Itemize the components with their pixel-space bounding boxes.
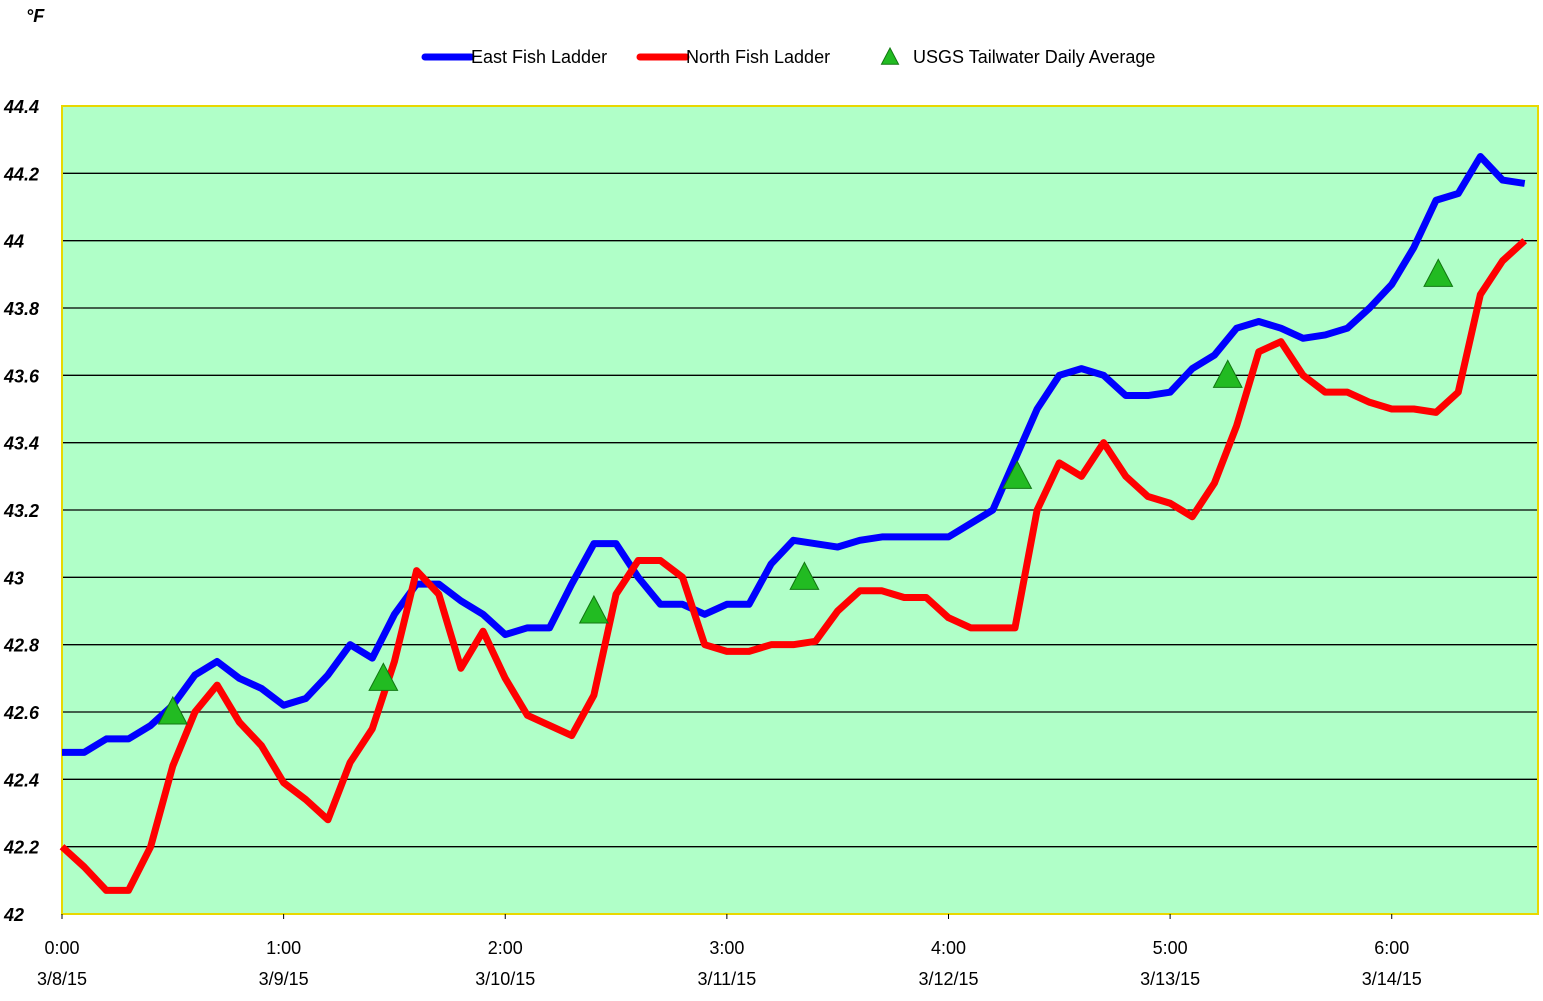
y-tick-label: 44 xyxy=(3,232,24,252)
y-tick-label: 43.6 xyxy=(3,366,40,386)
y-tick-label: 42 xyxy=(3,905,24,925)
marker xyxy=(1212,359,1243,388)
marker xyxy=(368,662,399,691)
legend-label: USGS Tailwater Daily Average xyxy=(913,47,1155,67)
x-tick-label: 1:00 3/9/15 xyxy=(259,938,309,989)
y-tick-label: 44.4 xyxy=(3,97,39,117)
y-tick-label: 44.2 xyxy=(3,164,39,184)
x-tick-label: 4:00 3/12/15 xyxy=(918,938,978,989)
marker xyxy=(1002,460,1033,489)
x-tick-label: 0:00 3/8/15 xyxy=(37,938,87,989)
x-tick-label: 2:00 3/10/15 xyxy=(475,938,535,989)
legend-marker xyxy=(880,46,900,65)
line xyxy=(62,153,1526,756)
y-tick-label: 42.4 xyxy=(3,770,39,790)
y-tick-label: 43 xyxy=(3,568,24,588)
marker xyxy=(789,561,820,590)
line xyxy=(59,238,1528,894)
plot-border xyxy=(61,105,1539,915)
marker xyxy=(578,594,609,624)
x-tick-label: 3:00 3/11/15 xyxy=(697,938,756,989)
y-tick-label: 42.2 xyxy=(3,838,39,858)
legend-label: East Fish Ladder xyxy=(471,47,607,67)
y-tick-label: 43.8 xyxy=(3,299,39,319)
y-tick-label: 43.4 xyxy=(3,434,39,454)
x-tick-label: 6:00 3/14/15 xyxy=(1362,938,1422,989)
y-tick-label: 42.8 xyxy=(3,636,39,656)
y-tick-label: 42.6 xyxy=(3,703,40,723)
x-tick-label: 5:00 3/13/15 xyxy=(1140,938,1200,989)
marker xyxy=(1423,258,1454,287)
y-axis-label: °F xyxy=(26,6,45,26)
legend-label: North Fish Ladder xyxy=(686,47,830,67)
y-tick-label: 43.2 xyxy=(3,501,39,521)
marker xyxy=(157,695,188,725)
